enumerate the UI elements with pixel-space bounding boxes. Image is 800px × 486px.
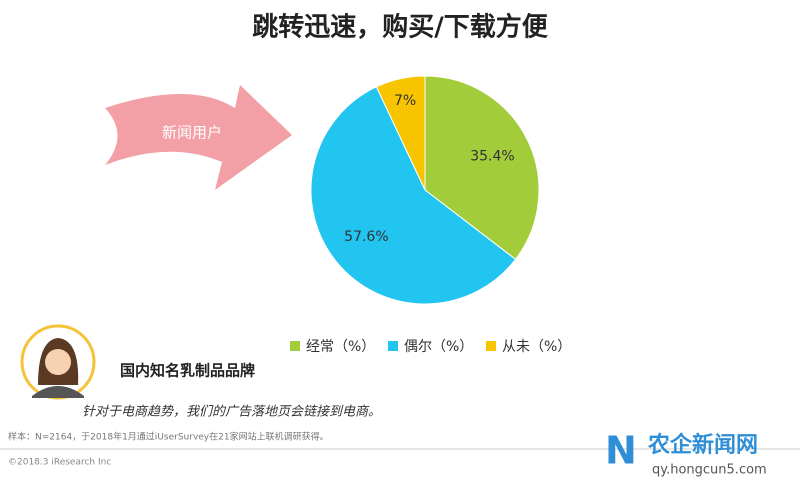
source: 样本：N=2164，于2018年1月通过iUserSurvey在21家网站上联机… — [8, 431, 329, 443]
pie-slice — [310, 86, 517, 305]
arrow — [105, 85, 292, 190]
quote: 针对于电商趋势，我们的广告落地页会链接到电商。 — [82, 405, 381, 420]
legend-label: 经常（%） — [306, 339, 375, 355]
legend-swatch — [290, 341, 300, 351]
data-label: 7% — [394, 93, 416, 109]
pie-slice — [424, 75, 540, 261]
brand: 国内知名乳制品品牌 — [120, 362, 255, 380]
watermark: 农企新闻网 — [647, 432, 758, 458]
pie-slice — [375, 75, 426, 191]
avatar-face — [45, 349, 71, 375]
avatar-body — [32, 386, 84, 398]
watermark-url: qy.hongcun5.com — [652, 463, 767, 478]
legend-label: 从未（%） — [502, 339, 571, 355]
legend-label: 偶尔（%） — [404, 339, 473, 355]
chart-title: 跳转迅速，购买/下载方便 — [252, 12, 548, 43]
copyright: ©2018.3 iResearch Inc — [8, 458, 111, 468]
data-label: 35.4% — [470, 149, 514, 165]
legend-swatch — [388, 341, 398, 351]
data-label: 57.6% — [344, 229, 388, 245]
watermark-logo: N — [605, 429, 637, 473]
legend-swatch — [486, 341, 496, 351]
arrow-label: 新闻用户 — [162, 124, 222, 142]
